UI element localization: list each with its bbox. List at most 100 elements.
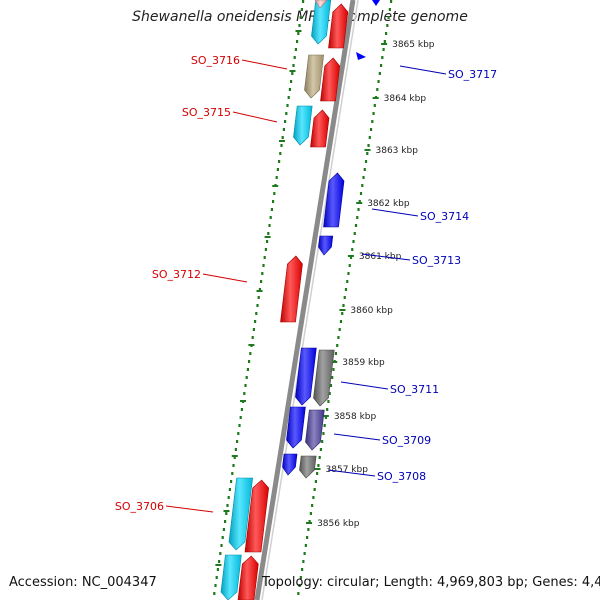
gene-cyan-bottom [220,554,242,600]
genome-summary-text: Topology: circular; Length: 4,969,803 bp… [262,575,600,590]
genome-backbone-highlight [261,0,359,600]
guide-dot [356,216,359,219]
left-tick-mark [289,70,296,72]
guide-dot [346,280,349,283]
guide-dot [379,64,383,67]
guide-dot [309,512,312,515]
scale-tick [322,415,329,417]
guide-dot [337,336,340,339]
guide-dot [218,560,221,563]
guide-dot [252,328,255,331]
guide-dot [324,416,328,419]
scale-tick [364,149,371,151]
guide-dot [278,160,281,163]
guide-dot [371,120,374,123]
guide-dot [318,456,321,459]
guide-dot [313,488,316,491]
guide-dot [358,200,361,203]
guide-dot [334,352,338,355]
gene-so3713 [318,235,334,256]
guide-dot [302,0,305,3]
guide-dot [220,544,223,547]
guide-dot [304,544,307,547]
gene-so3709-purple [305,409,325,451]
guide-dot [266,240,269,243]
guide-dot [248,360,251,363]
guide-dot [286,104,289,107]
gene-shape [314,0,328,9]
right-gene-label: SO_3711 [390,383,439,396]
left-tick-mark [215,564,222,566]
gene-shape [320,57,341,102]
guide-dot [219,552,222,555]
gene-shape [286,406,306,449]
right-gene-label: SO_3714 [420,210,469,223]
left-leader-line [165,505,214,513]
gene-so3714 [323,172,345,228]
guide-dot [363,168,366,171]
guide-dot [234,448,237,451]
guide-dot [243,392,246,395]
guide-dot [282,128,285,131]
right-gene-label: SO_3708 [377,470,426,483]
guide-dot [288,88,291,91]
right-gene-label: SO_3713 [412,254,461,267]
guide-dot [390,0,393,3]
gene-pink-top [314,0,328,9]
guide-dot [290,80,293,83]
left-tick-mark [272,185,279,187]
guide-dot [342,304,345,307]
gene-shape [323,172,345,228]
right-leader-line [399,65,447,75]
guide-dot [233,456,236,459]
guide-dot [221,536,224,539]
gene-shape [305,409,325,451]
scale-tick-label: 3862 kbp [367,199,410,209]
guide-dot [383,40,386,43]
guide-dot [224,520,227,523]
guide-dot [231,472,234,475]
scale-tick [306,522,313,524]
accession-text: Accession: NC_004347 [9,575,157,590]
guide-dot [214,584,217,587]
gene-so3711-blue [295,347,317,406]
left-tick-mark [223,510,230,512]
guide-dot [386,24,389,27]
gene-shape [237,555,259,600]
guide-dot [230,480,233,483]
guide-dot [275,176,278,179]
guide-dot [369,128,373,131]
guide-dot [279,152,282,155]
guide-dot [312,496,315,499]
guide-dot [227,496,230,499]
guide-dot [348,264,351,267]
guide-dot [329,384,333,387]
scale-tick-label: 3865 kbp [392,40,435,50]
guide-dot [354,224,358,227]
right-gene-label: SO_3717 [448,68,497,81]
left-gene-label: SO_3716 [191,54,240,67]
guide-dot [246,368,249,371]
guide-dot [296,40,299,43]
right-leader-line [327,469,376,477]
guide-dot [352,240,355,243]
guide-dot [378,72,381,75]
gene-red-bottom [237,555,259,600]
guide-dot [261,272,264,275]
gene-so3716-olive [304,54,324,99]
gene-cyan-top [311,0,332,45]
guide-dot [382,48,385,51]
left-tick-mark [279,140,285,142]
guide-dot [353,232,356,235]
guide-dot [297,32,300,35]
gene-shape [280,255,303,323]
guide-dot [255,312,258,315]
guide-dot [262,264,265,267]
gene-shape [318,235,334,256]
guide-dot [373,104,376,107]
scale-tick-label: 3859 kbp [342,358,385,368]
guide-dot [332,368,335,371]
guide-dot [344,288,348,291]
guide-dot [366,152,369,155]
left-leader-line [232,111,278,123]
